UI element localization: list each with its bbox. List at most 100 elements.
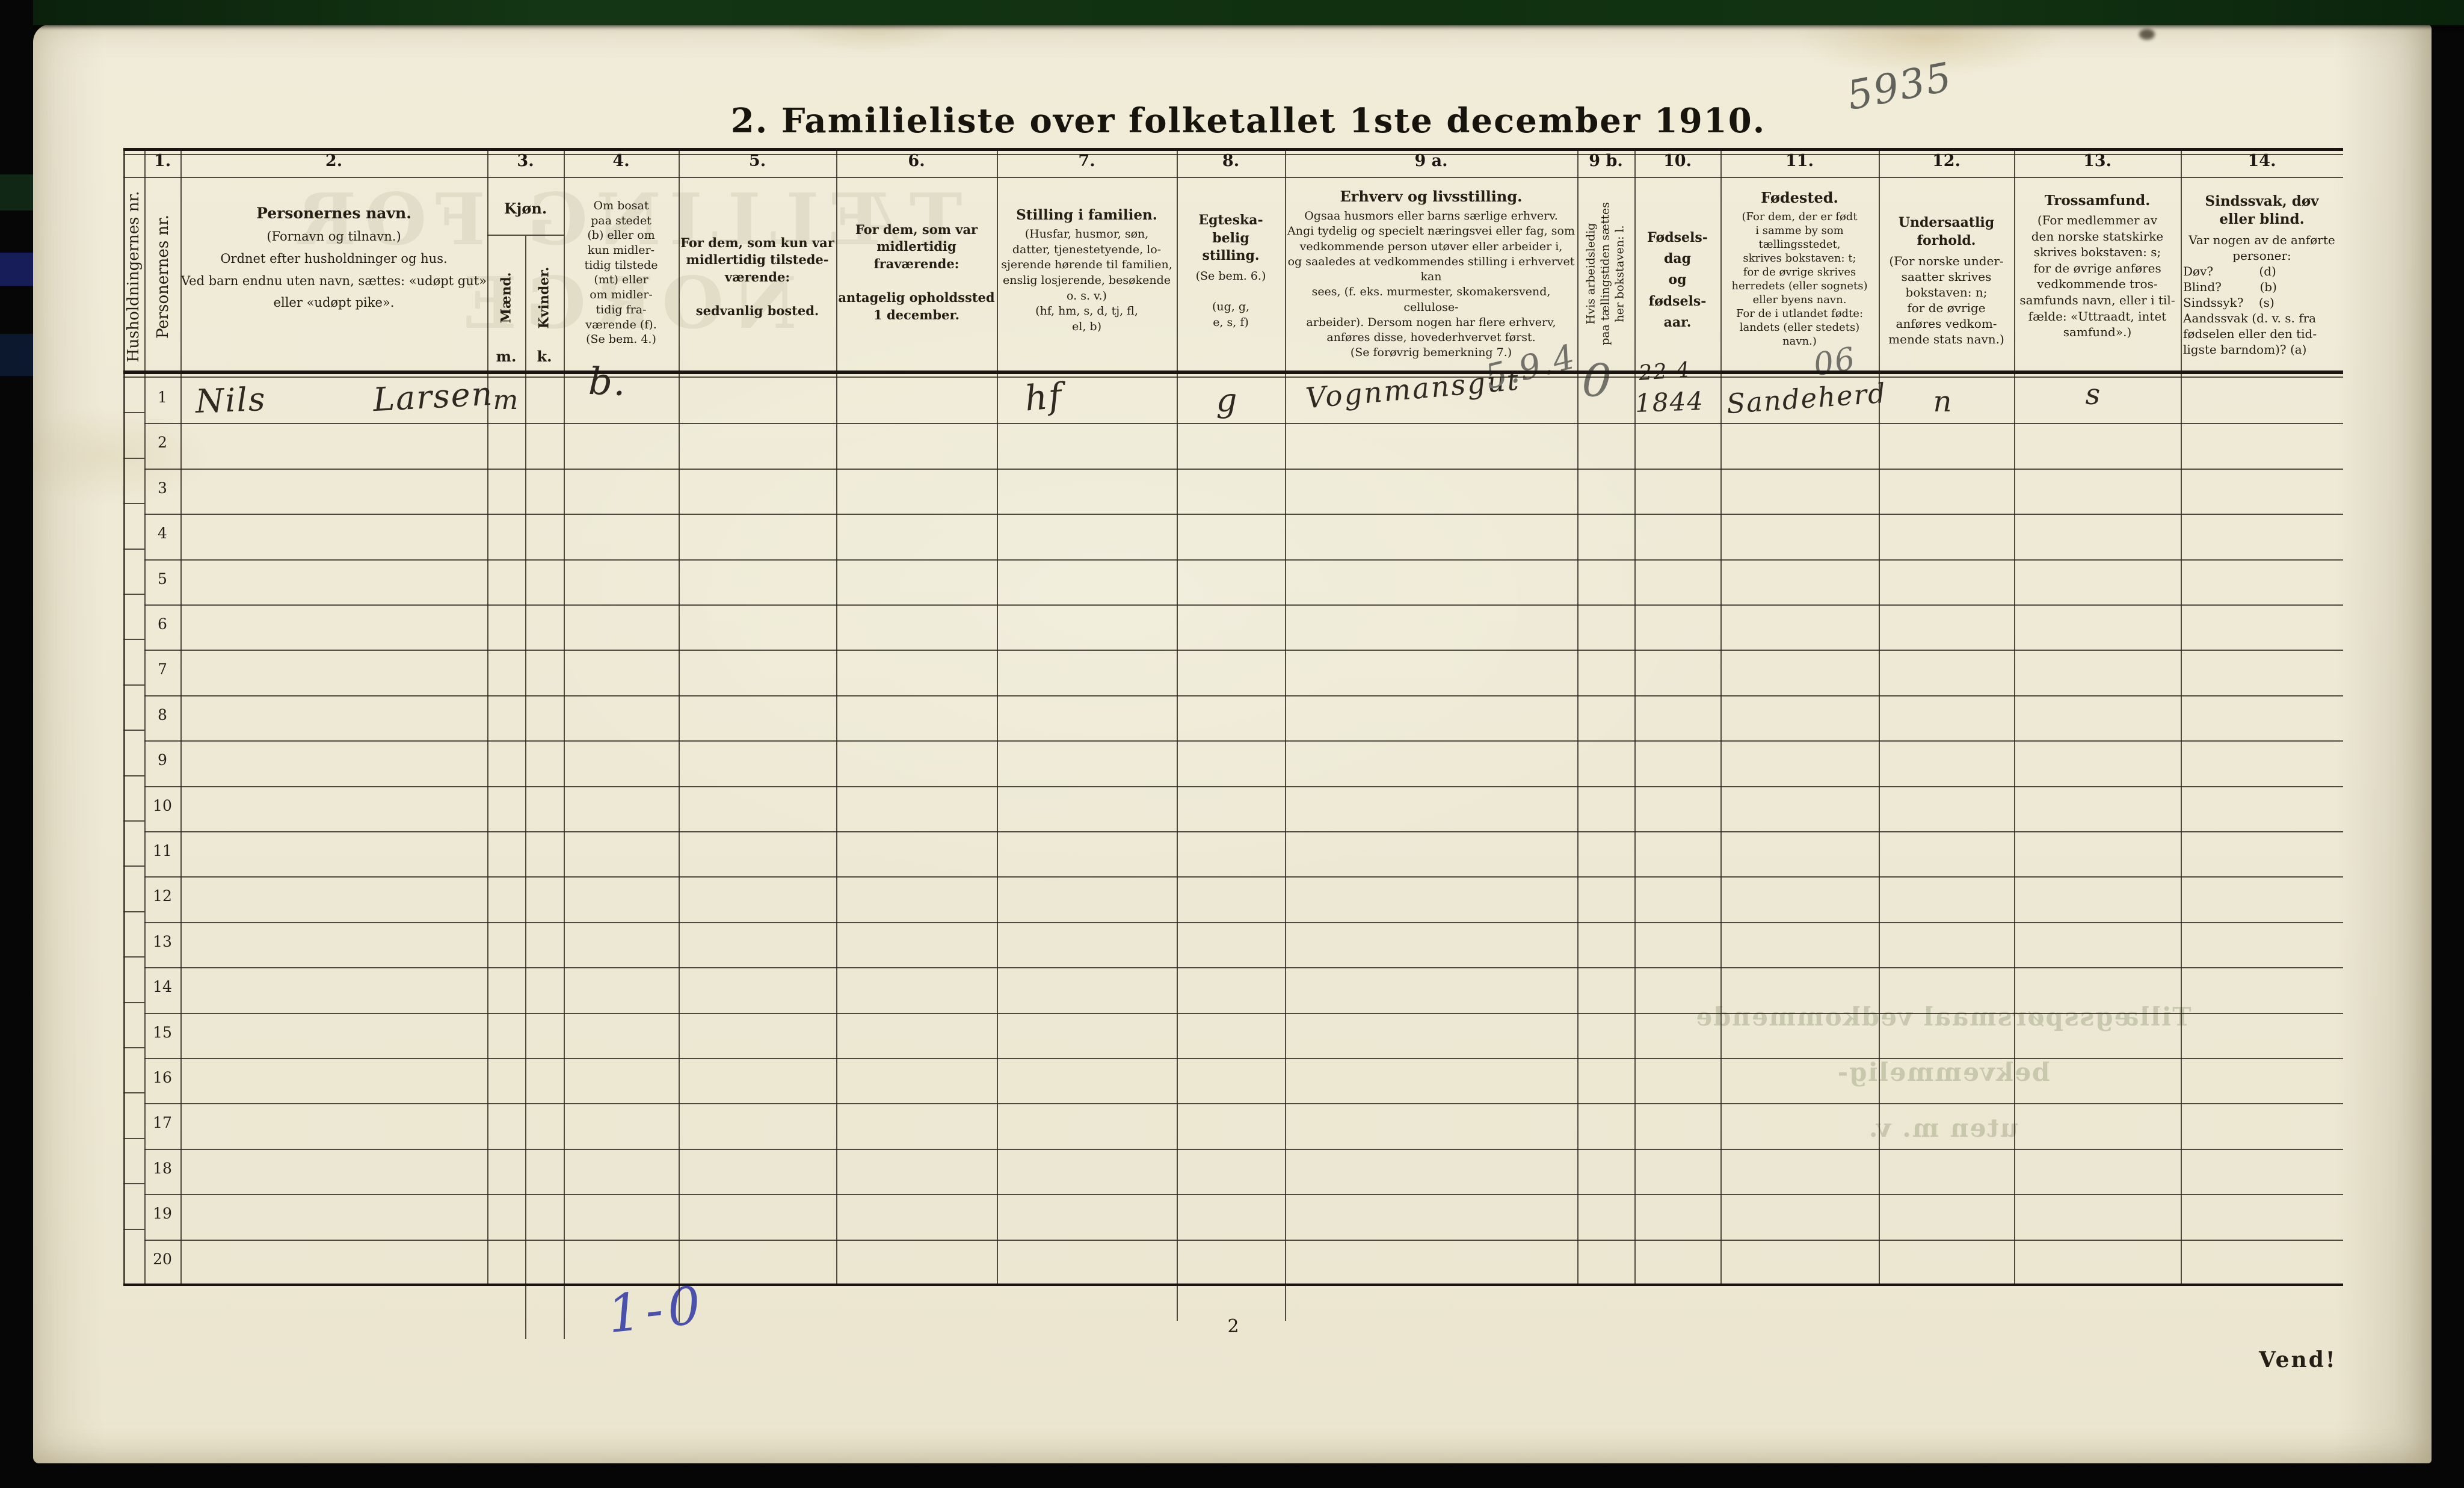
col-persons-label: Personernes nr. [153,214,172,339]
table-grid-line [144,1194,2343,1195]
table-grid-line [487,235,564,236]
column-header-13: Trossamfund. (For medlemmer av den norsk… [2014,192,2181,340]
entry-unemployed-mark: 0 [1580,352,1615,408]
table-grid-line [144,148,146,1286]
table-grid-line [123,549,144,550]
table-grid-line [487,148,488,1286]
table-grid-line [123,911,144,912]
row-number: 9 [158,751,167,769]
entry-religion: s [2085,378,2102,411]
table-grid-line [123,458,144,459]
col9a-title: Erhverv og livsstilling. [1340,188,1523,205]
col14-list: Døv? (d) Blind? (b) Sindssyk? (s) Aandss… [2183,263,2317,357]
table-grid-line [144,604,2343,606]
entry-name-last: Larsen [372,374,494,419]
table-grid-line [144,786,2343,787]
row-number: 12 [153,887,172,905]
table-grid-line [123,1284,2343,1286]
entry-resident-status: b. [588,358,627,405]
column-header-8: Egteska- belig stilling. (Se bem. 6.) (u… [1177,212,1285,331]
binding-edge-top [0,0,2464,25]
col-male-label: Mænd. [498,272,514,324]
table-grid-line [2014,148,2015,1286]
table-grid-line [123,594,144,595]
row-number: 19 [153,1205,172,1222]
col-female-abbr: k. [537,348,552,365]
table-grid-line [123,1002,144,1003]
table-grid-line [123,865,144,867]
row-number: 6 [158,615,167,633]
ink-stain [2139,29,2155,40]
table-grid-line [144,876,2343,878]
column-header-6: For dem, som var midlertidig fraværende:… [836,221,997,324]
entry-name-first: Nils [194,380,267,421]
table-grid-line [144,1103,2343,1104]
scan-artifact-streak [0,174,33,211]
paper-sheet [33,24,2432,1463]
column-header-14: Sindssvak, døv eller blind. Var nogen av… [2181,192,2343,357]
table-grid-line [144,423,2343,424]
table-grid-line [123,377,2343,378]
table-grid-line [1177,1286,1178,1321]
table-grid-line [123,503,144,504]
table-grid-line [2181,148,2182,1286]
column-header-3: Kjøn. [487,200,564,221]
row-number: 15 [153,1024,172,1041]
table-grid-line [1879,148,1880,1286]
col8-body: (Se bem. 6.) (ug, g, e, s, f) [1195,269,1266,329]
table-grid-line [123,148,2343,151]
table-grid-line [1285,1286,1286,1321]
table-grid-line [144,514,2343,515]
row-number: 17 [153,1114,172,1131]
table-grid-line [123,730,144,731]
column-header-9a: Erhverv og livsstilling. Ogsaa husmors e… [1285,188,1577,361]
table-grid-line [123,775,144,776]
table-grid-line [564,148,565,1286]
col7-title: Stilling i familien. [1016,207,1157,223]
table-grid-line [1634,148,1636,1286]
row-number: 11 [153,842,172,859]
table-grid-line [123,1047,144,1048]
table-grid-line [123,684,144,686]
column-header-12: Undersaatlig forhold. (For norske under-… [1879,214,2014,347]
table-grid-line [679,148,680,1286]
row-number: 10 [153,797,172,814]
table-grid-line [144,1013,2343,1014]
table-grid-line [123,1229,144,1230]
col13-body: (For medlemmer av den norske statskirke … [2019,213,2175,340]
entry-marital-status: g [1216,381,1239,419]
table-grid-line [679,1286,680,1322]
turn-instruction: Vend! [2259,1347,2337,1373]
col12-body: (For norske under- saatter skrives bokst… [1888,254,2004,347]
row-number: 2 [158,434,167,451]
table-grid-line [123,639,144,640]
table-grid-line [123,370,2343,374]
scan-left-margin [0,0,33,1488]
table-grid-line [123,1138,144,1139]
row-number: 5 [158,570,167,588]
table-grid-line [1577,148,1578,1286]
col6-body: For dem, som var midlertidig fraværende:… [838,222,995,322]
col-female-label: Kvinder. [536,266,552,329]
entry-sex: m [493,385,520,416]
table-grid-line [144,1058,2343,1059]
table-grid-line [144,831,2343,832]
col11-body: (For dem, der er født i samme by som tæl… [1731,211,1868,348]
table-grid-line [1720,148,1722,1286]
col2-body: (Fornavn og tilnavn.) Ordnet efter husho… [180,229,487,310]
table-grid-line [144,469,2343,470]
column-header-7: Stilling i familien. (Husfar, husmor, sø… [997,207,1177,334]
table-grid-line [123,177,2343,178]
col-male-abbr: m. [496,348,517,365]
table-grid-line [123,148,125,1286]
col11-title: Fødested. [1761,189,1838,206]
table-grid-line [144,922,2343,923]
table-grid-line [144,1240,2343,1241]
col4-body: Om bosat paa stedet (b) eller om kun mid… [584,199,658,346]
table-grid-line [123,956,144,958]
row-number: 4 [158,524,167,542]
table-grid-line [123,1092,144,1093]
col3-title: Kjøn. [504,200,547,217]
column-header-4: Om bosat paa stedet (b) eller om kun mid… [564,198,679,347]
col5-body: For dem, som kun var midlertidig tilsted… [680,235,834,319]
